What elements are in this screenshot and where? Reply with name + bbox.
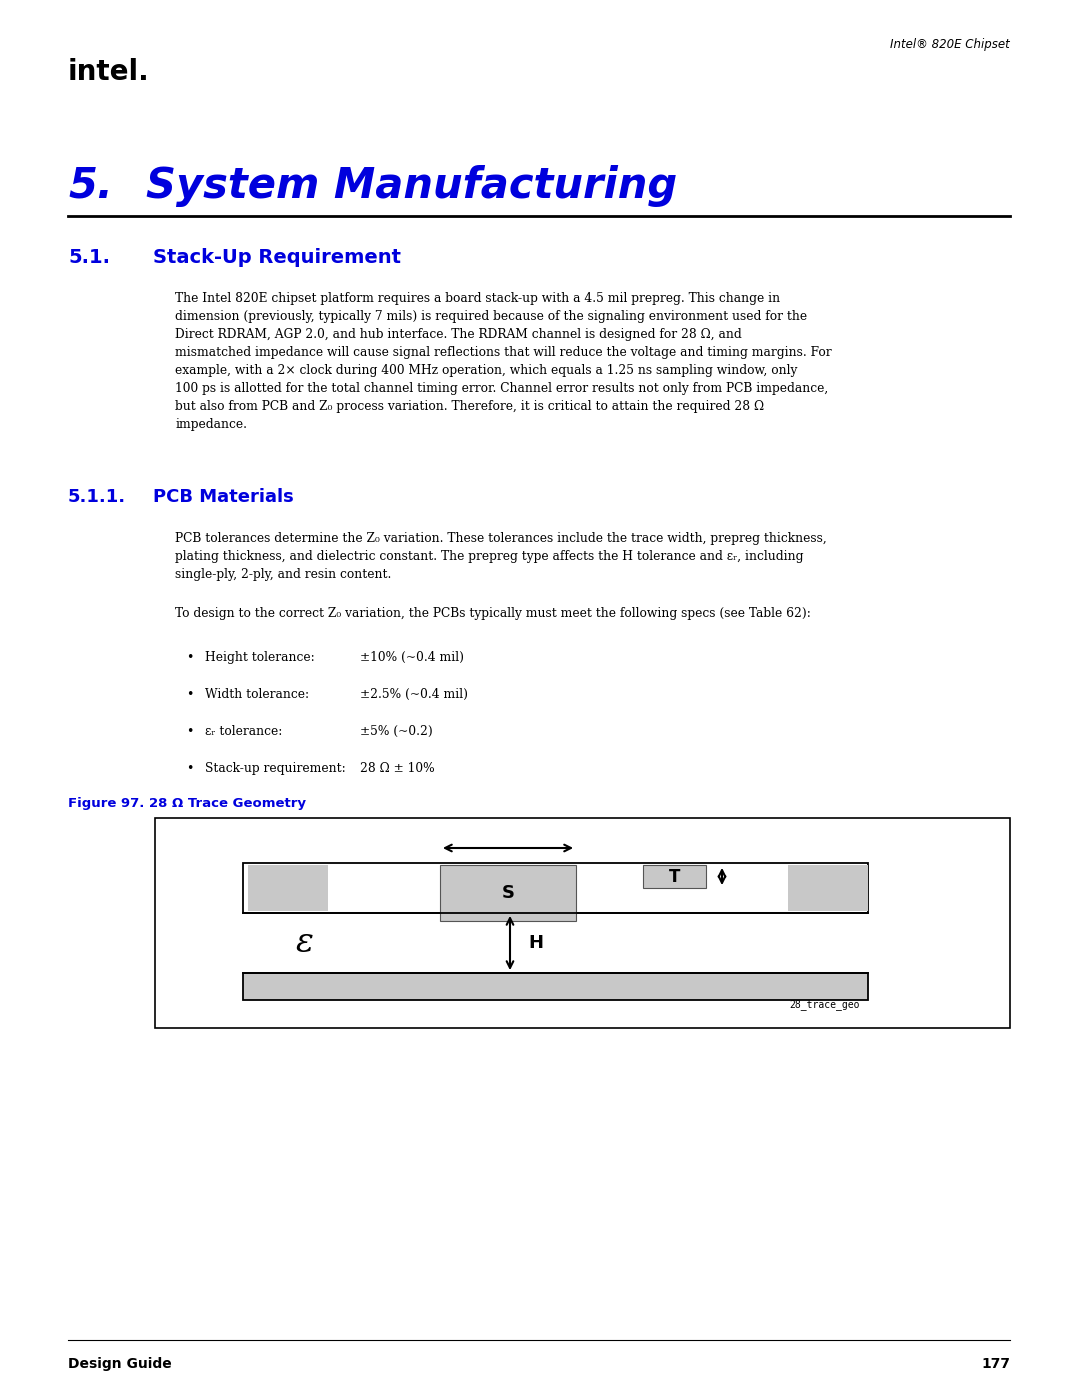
- Text: ε: ε: [296, 928, 314, 958]
- Text: εᵣ tolerance:: εᵣ tolerance:: [205, 725, 282, 738]
- Text: Design Guide: Design Guide: [68, 1356, 172, 1370]
- Text: 5.1.1.: 5.1.1.: [68, 488, 126, 506]
- Text: Stack-Up Requirement: Stack-Up Requirement: [153, 249, 401, 267]
- Text: 177: 177: [981, 1356, 1010, 1370]
- Text: System Manufacturing: System Manufacturing: [146, 165, 677, 207]
- Text: H: H: [528, 935, 543, 951]
- Text: •: •: [186, 651, 193, 664]
- Bar: [788, 865, 868, 911]
- Text: 5.: 5.: [68, 165, 113, 207]
- Text: T: T: [669, 868, 680, 886]
- Bar: [243, 972, 868, 1000]
- Text: ±10% (~0.4 mil): ±10% (~0.4 mil): [360, 651, 464, 664]
- Bar: [243, 863, 868, 914]
- Bar: [440, 865, 576, 921]
- Text: 28_trace_geo: 28_trace_geo: [789, 999, 860, 1010]
- Text: intеl.: intеl.: [68, 59, 150, 87]
- Text: •: •: [186, 725, 193, 738]
- Text: To design to the correct Z₀ variation, the PCBs typically must meet the followin: To design to the correct Z₀ variation, t…: [175, 608, 811, 620]
- Text: ±2.5% (~0.4 mil): ±2.5% (~0.4 mil): [360, 687, 468, 701]
- Bar: [248, 865, 328, 911]
- Bar: [643, 865, 706, 888]
- Text: Stack-up requirement:: Stack-up requirement:: [205, 761, 346, 775]
- Text: S: S: [501, 884, 514, 902]
- Text: Figure 97. 28 Ω Trace Geometry: Figure 97. 28 Ω Trace Geometry: [68, 798, 306, 810]
- Text: 28 Ω ± 10%: 28 Ω ± 10%: [360, 761, 434, 775]
- Text: Height tolerance:: Height tolerance:: [205, 651, 314, 664]
- Text: ±5% (~0.2): ±5% (~0.2): [360, 725, 433, 738]
- Text: Width tolerance:: Width tolerance:: [205, 687, 309, 701]
- Text: •: •: [186, 761, 193, 775]
- Text: PCB tolerances determine the Z₀ variation. These tolerances include the trace wi: PCB tolerances determine the Z₀ variatio…: [175, 532, 827, 581]
- Text: •: •: [186, 687, 193, 701]
- Bar: [156, 819, 1010, 1028]
- Bar: [643, 865, 706, 888]
- Text: The Intel 820E chipset platform requires a board stack-up with a 4.5 mil prepreg: The Intel 820E chipset platform requires…: [175, 292, 832, 432]
- Text: PCB Materials: PCB Materials: [153, 488, 294, 506]
- Text: Intel® 820E Chipset: Intel® 820E Chipset: [890, 38, 1010, 52]
- Text: 5.1.: 5.1.: [68, 249, 110, 267]
- Bar: [440, 865, 576, 921]
